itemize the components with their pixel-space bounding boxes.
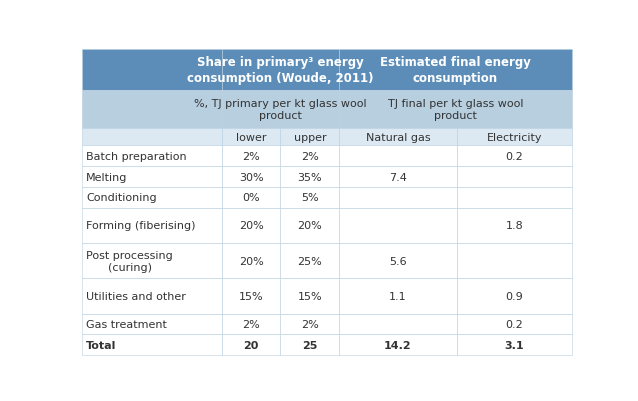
- Bar: [222, 188, 281, 208]
- Text: Conditioning: Conditioning: [86, 193, 157, 203]
- Text: Natural gas: Natural gas: [366, 132, 430, 142]
- Bar: [281, 188, 339, 208]
- Text: Estimated final energy
consumption: Estimated final energy consumption: [380, 56, 531, 85]
- Bar: [222, 243, 281, 279]
- Bar: [222, 314, 281, 334]
- Bar: [457, 128, 572, 146]
- Bar: [82, 208, 222, 243]
- Bar: [281, 128, 339, 146]
- Bar: [222, 91, 339, 128]
- Bar: [457, 208, 572, 243]
- Bar: [82, 188, 222, 208]
- Text: 14.2: 14.2: [384, 340, 412, 350]
- Text: 3.1: 3.1: [505, 340, 524, 350]
- Bar: [339, 314, 457, 334]
- Bar: [281, 167, 339, 188]
- Text: 30%: 30%: [239, 172, 263, 182]
- Text: 0.2: 0.2: [505, 152, 523, 161]
- Bar: [281, 243, 339, 279]
- Bar: [339, 243, 457, 279]
- Bar: [222, 334, 281, 355]
- Bar: [82, 279, 222, 314]
- Bar: [339, 91, 572, 128]
- Text: 0.9: 0.9: [505, 291, 523, 301]
- Text: Forming (fiberising): Forming (fiberising): [86, 221, 196, 231]
- Bar: [82, 243, 222, 279]
- Bar: [457, 243, 572, 279]
- Text: 5%: 5%: [301, 193, 318, 203]
- Text: 20%: 20%: [297, 221, 322, 231]
- Text: 0%: 0%: [242, 193, 260, 203]
- Bar: [339, 50, 572, 91]
- Text: 25%: 25%: [297, 256, 322, 266]
- Text: upper: upper: [293, 132, 326, 142]
- Text: 2%: 2%: [242, 152, 260, 161]
- Bar: [457, 279, 572, 314]
- Text: 1.1: 1.1: [389, 291, 407, 301]
- Bar: [82, 167, 222, 188]
- Text: Gas treatment: Gas treatment: [86, 319, 167, 329]
- Text: Electricity: Electricity: [486, 132, 542, 142]
- Text: Melting: Melting: [86, 172, 128, 182]
- Text: 25: 25: [302, 340, 318, 350]
- Bar: [82, 314, 222, 334]
- Bar: [457, 146, 572, 167]
- Text: 2%: 2%: [301, 319, 319, 329]
- Bar: [339, 279, 457, 314]
- Text: TJ final per kt glass wool
product: TJ final per kt glass wool product: [388, 99, 523, 121]
- Text: 20%: 20%: [239, 256, 263, 266]
- Text: 2%: 2%: [242, 319, 260, 329]
- Bar: [339, 188, 457, 208]
- Text: %, TJ primary per kt glass wool
product: %, TJ primary per kt glass wool product: [194, 99, 367, 121]
- Text: 15%: 15%: [239, 291, 263, 301]
- Text: 5.6: 5.6: [389, 256, 407, 266]
- Bar: [222, 279, 281, 314]
- Bar: [339, 128, 457, 146]
- Text: 35%: 35%: [297, 172, 322, 182]
- Bar: [339, 167, 457, 188]
- Bar: [457, 188, 572, 208]
- Bar: [281, 314, 339, 334]
- Text: Utilities and other: Utilities and other: [86, 291, 186, 301]
- Bar: [339, 208, 457, 243]
- Text: 7.4: 7.4: [389, 172, 407, 182]
- Bar: [457, 314, 572, 334]
- Bar: [82, 91, 222, 128]
- Text: Total: Total: [86, 340, 117, 350]
- Bar: [222, 128, 281, 146]
- Bar: [222, 208, 281, 243]
- Text: 2%: 2%: [301, 152, 319, 161]
- Text: Batch preparation: Batch preparation: [86, 152, 187, 161]
- Text: Post processing
(curing): Post processing (curing): [86, 250, 173, 272]
- Bar: [222, 50, 339, 91]
- Bar: [222, 167, 281, 188]
- Bar: [281, 279, 339, 314]
- Bar: [281, 146, 339, 167]
- Bar: [281, 334, 339, 355]
- Text: 20%: 20%: [239, 221, 263, 231]
- Bar: [281, 208, 339, 243]
- Text: 0.2: 0.2: [505, 319, 523, 329]
- Text: 15%: 15%: [297, 291, 322, 301]
- Bar: [82, 128, 222, 146]
- Text: Share in primary³ energy
consumption (Woude, 2011): Share in primary³ energy consumption (Wo…: [187, 56, 374, 85]
- Bar: [339, 146, 457, 167]
- Bar: [457, 334, 572, 355]
- Bar: [82, 146, 222, 167]
- Text: 20: 20: [244, 340, 259, 350]
- Bar: [222, 146, 281, 167]
- Text: lower: lower: [236, 132, 266, 142]
- Bar: [82, 50, 222, 91]
- Bar: [457, 167, 572, 188]
- Bar: [339, 334, 457, 355]
- Text: 1.8: 1.8: [505, 221, 523, 231]
- Bar: [82, 334, 222, 355]
